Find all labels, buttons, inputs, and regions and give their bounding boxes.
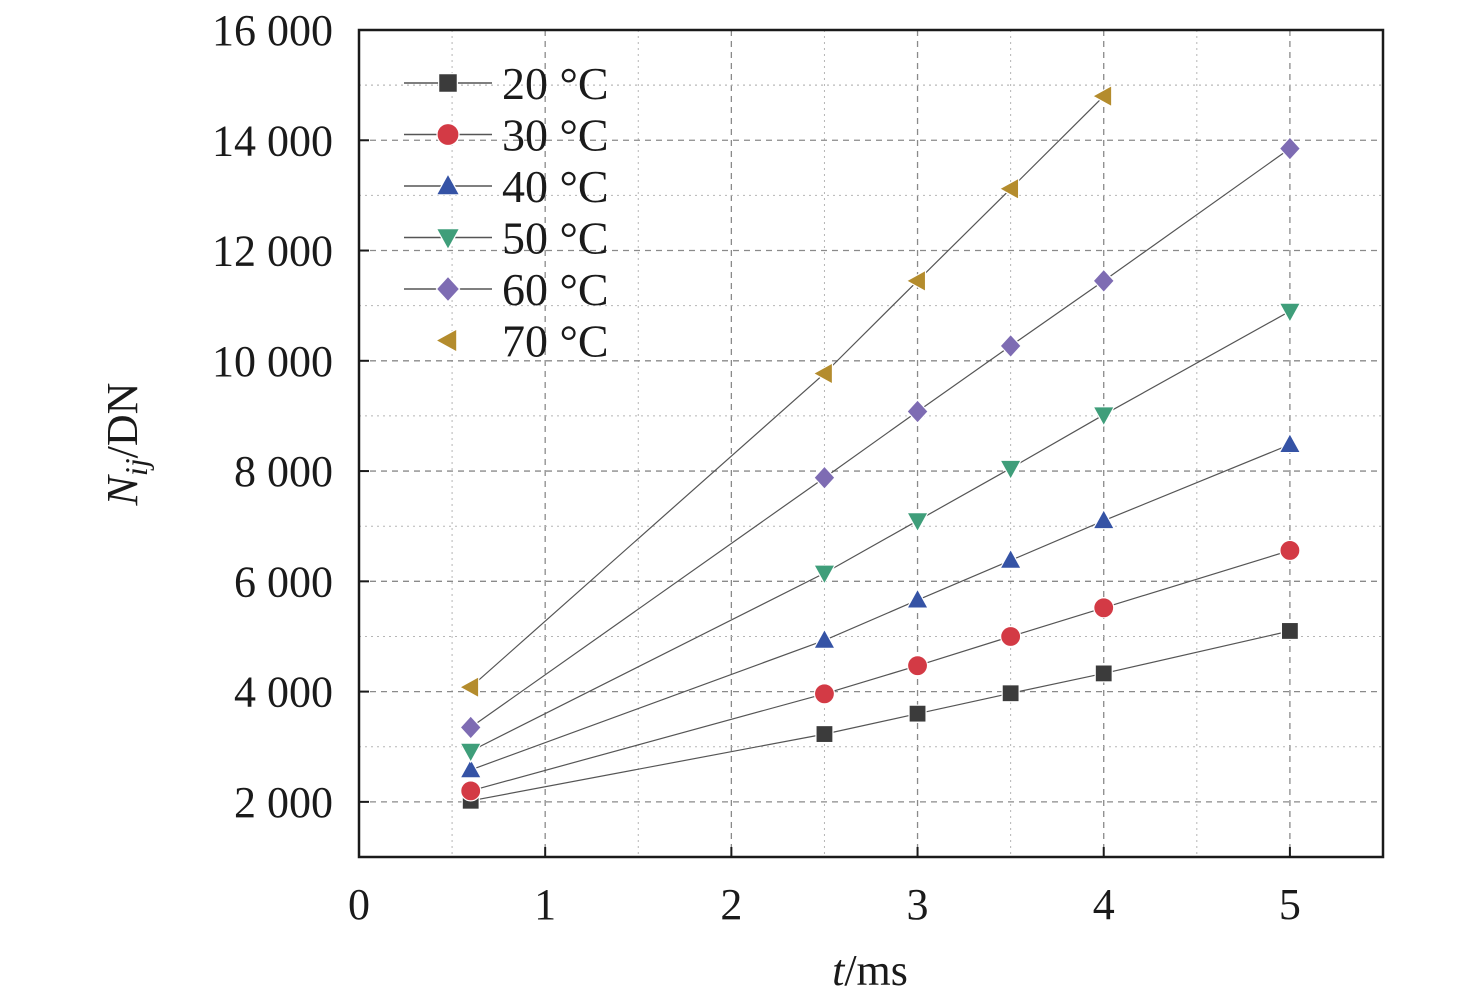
plot-frame (357, 28, 1385, 859)
y-tick-label: 6 000 (234, 557, 333, 606)
data-point (813, 465, 836, 491)
data-point (1092, 508, 1116, 530)
legend-label: 70 °C (502, 316, 609, 367)
data-point (1094, 664, 1113, 683)
data-point (1092, 268, 1116, 294)
data-point (815, 724, 834, 744)
x-axis-label: t/ms (832, 946, 908, 995)
legend-item: 20 °C (404, 58, 609, 109)
data-point (906, 655, 929, 677)
y-tick-label: 14 000 (212, 116, 333, 165)
data-point (1001, 684, 1020, 703)
legend-label: 60 °C (502, 264, 609, 315)
legend-marker (436, 122, 460, 147)
legend-label: 20 °C (502, 58, 609, 109)
y-tick-label: 2 000 (234, 778, 333, 827)
data-point (1000, 625, 1022, 648)
x-axis-unit: /ms (844, 946, 908, 995)
series-5 (458, 84, 1113, 699)
data-point (906, 399, 929, 424)
data-point (1279, 539, 1301, 562)
data-point (813, 683, 836, 705)
x-tick-label: 2 (720, 880, 742, 929)
series-line (470, 444, 1291, 771)
data-point (1092, 406, 1116, 428)
series-line (470, 310, 1291, 752)
x-tick-label: 0 (348, 880, 370, 929)
legend-item: 50 °C (404, 213, 609, 264)
series-line (470, 148, 1291, 728)
legend-marker (435, 275, 461, 303)
series-2 (459, 432, 1302, 779)
grid (359, 30, 1383, 857)
data-point (908, 704, 927, 723)
data-point (1278, 302, 1302, 324)
y-axis-label: Nij/DN (98, 383, 154, 507)
data-point (1093, 597, 1115, 619)
data-point (459, 715, 483, 740)
y-tick-label: 16 000 (212, 6, 333, 55)
legend: 20 °C30 °C40 °C50 °C60 °C70 °C (404, 58, 609, 367)
y-tick-label: 12 000 (212, 227, 333, 276)
x-tick-label: 4 (1093, 880, 1115, 929)
legend-item: 70 °C (434, 316, 609, 367)
data-point (812, 564, 836, 586)
y-axis-var: N (98, 473, 147, 506)
series-3 (459, 302, 1302, 764)
data-point (906, 512, 930, 533)
data-point (905, 269, 927, 293)
legend-marker (435, 228, 461, 251)
y-axis-unit: /DN (98, 383, 147, 459)
y-tick-label: 8 000 (234, 447, 333, 496)
x-axis-var: t (832, 946, 846, 995)
x-tick-label: 1 (534, 880, 556, 929)
data-point (812, 628, 836, 649)
x-tick-label: 3 (907, 880, 929, 929)
legend-label: 50 °C (502, 213, 609, 264)
data-point (1278, 136, 1302, 161)
data-point (458, 675, 480, 699)
legend-marker (438, 73, 458, 93)
data-point (1280, 621, 1300, 641)
y-axis-sub: ij (118, 458, 154, 476)
data-point (459, 757, 483, 779)
legend-label: 40 °C (502, 161, 609, 212)
data-point (459, 742, 483, 764)
legend-item: 40 °C (404, 161, 609, 212)
data-point (1278, 432, 1302, 454)
series-0 (461, 621, 1300, 810)
y-tick-label: 4 000 (234, 668, 333, 717)
series-line (470, 630, 1291, 802)
x-tick-label: 5 (1279, 880, 1301, 929)
series-line (470, 549, 1291, 792)
data-point (1091, 84, 1113, 108)
data-point (999, 459, 1023, 481)
data-point (906, 587, 930, 609)
legend-item: 60 °C (404, 264, 609, 315)
y-tick-label: 10 000 (212, 337, 333, 386)
ticks: 0 1 2 3 4 5 2 000 4 000 6 000 8 000 10 000 12 000 14… (212, 6, 1301, 929)
series-layer (458, 84, 1302, 810)
data-point (999, 333, 1022, 359)
data-point (812, 361, 834, 385)
data-point (999, 548, 1023, 569)
legend-marker (435, 172, 461, 196)
legend-label: 30 °C (502, 110, 609, 161)
data-point (998, 177, 1020, 201)
legend-item: 30 °C (404, 110, 609, 161)
series-4 (459, 136, 1302, 740)
data-point (460, 780, 482, 802)
series-1 (460, 539, 1301, 802)
legend-marker (434, 327, 458, 354)
